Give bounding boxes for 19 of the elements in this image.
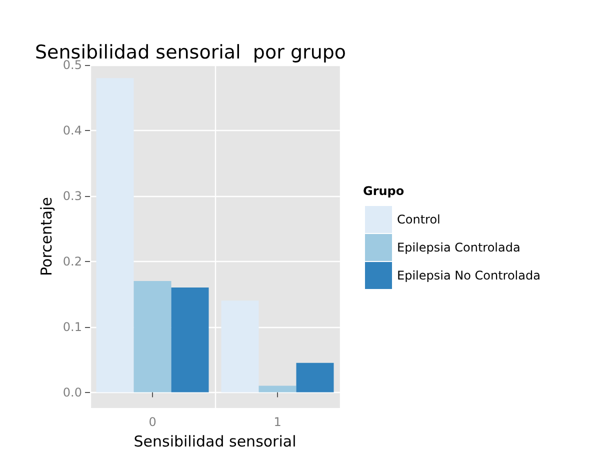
y-tick-label: 0.1 [62, 320, 82, 334]
legend-label: Control [397, 212, 440, 226]
bar [296, 362, 334, 392]
bar [221, 300, 259, 392]
x-tick-label: 0 [148, 415, 156, 429]
y-tick-label: 0.3 [62, 188, 82, 203]
bar [171, 288, 209, 392]
legend-label: Epilepsia Controlada [397, 240, 520, 254]
x-tick-label: 1 [274, 415, 282, 429]
y-axis-title: Porcentaje [38, 197, 56, 276]
y-tick-label: 0.4 [62, 123, 82, 138]
legend-title: Grupo [363, 184, 404, 198]
y-tick-label: 0.2 [62, 254, 82, 268]
x-axis-title: Sensibilidad sensorial [134, 432, 296, 450]
bar [134, 281, 172, 392]
bar [96, 78, 134, 392]
legend-label: Epilepsia No Controlada [397, 268, 540, 282]
bar [258, 386, 296, 392]
y-tick-label: 0.0 [62, 385, 82, 400]
